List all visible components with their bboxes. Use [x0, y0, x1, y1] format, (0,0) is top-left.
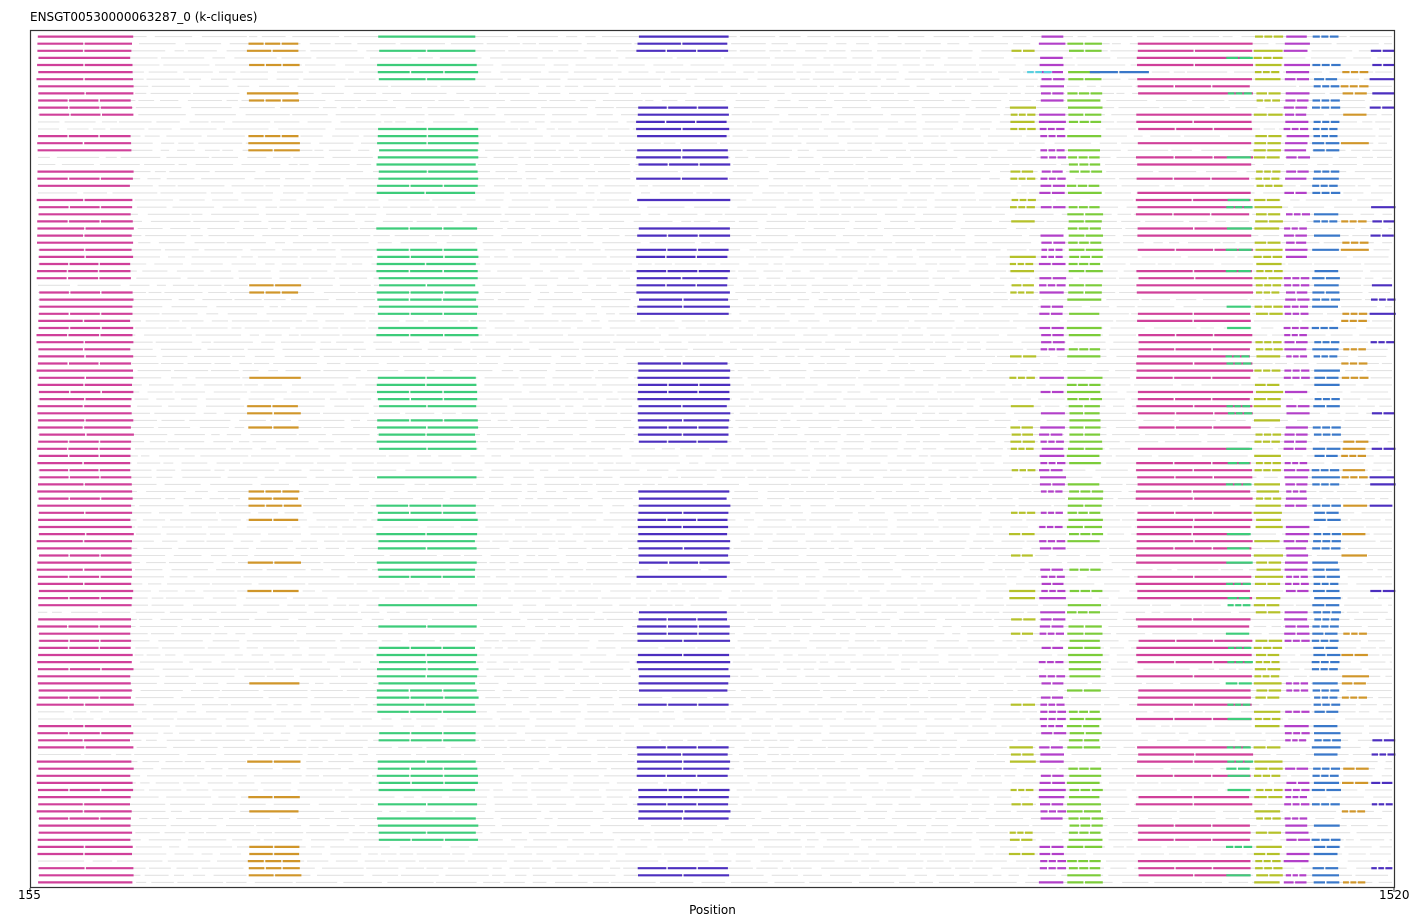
- clique-segments: [36, 35, 1396, 884]
- chart-title: ENSGT00530000063287_0 (k-cliques): [30, 10, 258, 24]
